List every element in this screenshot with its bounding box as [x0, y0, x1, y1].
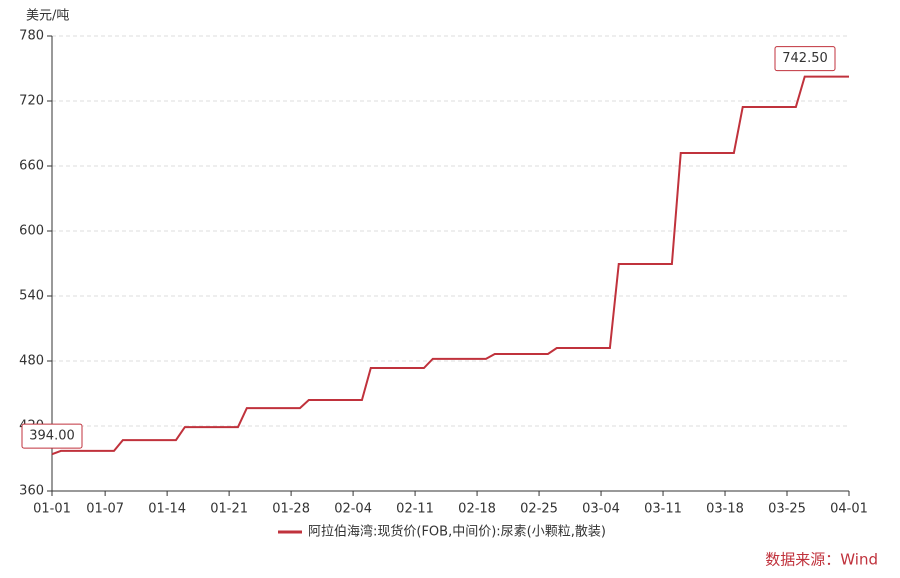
x-tick-label: 02-25 — [520, 502, 558, 517]
y-tick-label: 540 — [19, 289, 44, 304]
y-axis-label: 美元/吨 — [26, 9, 69, 24]
x-tick-label: 04-01 — [830, 502, 868, 517]
x-tick-label: 01-28 — [272, 502, 310, 517]
x-tick-label: 03-25 — [768, 502, 806, 517]
value-label: 394.00 — [29, 429, 75, 444]
x-tick-label: 02-18 — [458, 502, 496, 517]
x-tick-label: 03-11 — [644, 502, 682, 517]
x-tick-label: 03-04 — [582, 502, 620, 517]
x-tick-label: 02-04 — [334, 502, 372, 517]
y-tick-label: 480 — [19, 354, 44, 369]
line — [51, 75, 849, 456]
y-tick-label: 780 — [19, 29, 44, 44]
x-tick-label: 02-11 — [396, 502, 434, 517]
x-tick-label: 01-01 — [33, 502, 71, 517]
label-box — [21, 423, 83, 449]
source-note: 数据来源：Wind — [765, 551, 878, 569]
x-tick-label: 03-18 — [706, 502, 744, 517]
legend-label: 阿拉伯海湾:现货价(FOB,中间价):尿素(小颗粒,散装) — [308, 524, 606, 540]
y-tick-label: 660 — [19, 159, 44, 174]
value-label: 742.50 — [782, 51, 828, 66]
y-tick-label: 360 — [19, 484, 44, 499]
x-tick-label: 01-07 — [86, 502, 124, 517]
x-tick-label: 01-21 — [210, 502, 248, 517]
y-tick-label: 720 — [19, 94, 44, 109]
label-box — [774, 46, 836, 72]
y-tick-label: 600 — [19, 224, 44, 239]
x-tick-label: 01-14 — [148, 502, 186, 517]
